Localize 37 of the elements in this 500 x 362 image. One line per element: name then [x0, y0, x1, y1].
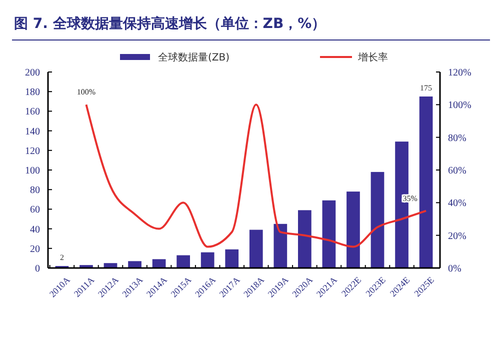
bar [370, 172, 384, 268]
y-tick-label: 0 [35, 264, 40, 274]
data-label: 2 [60, 253, 64, 262]
y2-tick-label: 100% [448, 100, 472, 112]
y2-tick-label: 60% [448, 166, 466, 176]
y-tick-label: 200 [25, 68, 40, 78]
y-tick-label: 60 [30, 204, 40, 216]
y-tick-label: 160 [25, 106, 40, 118]
y-tick-label: 80 [30, 185, 40, 196]
bar [225, 249, 239, 268]
y-tick-label: 40 [30, 224, 40, 236]
y-tick-label: 20 [30, 244, 40, 255]
bar [176, 255, 190, 268]
y-tick-label: 120 [25, 146, 40, 157]
bar [322, 200, 336, 268]
bar [249, 230, 263, 268]
line-series [85, 104, 428, 248]
y2-tick-label: 120% [448, 68, 472, 78]
bar [298, 210, 312, 268]
y2-tick-label: 0% [448, 264, 462, 274]
legend-label: 增长率 [357, 52, 388, 64]
y2-tick-label: 80% [448, 132, 466, 144]
bar [274, 224, 288, 268]
legend-label: 全球数据量(ZB) [158, 52, 230, 64]
bar [152, 259, 166, 268]
bar [419, 96, 433, 268]
y2-tick-label: 40% [448, 198, 466, 210]
bar [346, 192, 360, 268]
y2-tick-label: 20% [448, 230, 466, 242]
y-tick-label: 100 [25, 166, 40, 176]
bar [128, 261, 142, 268]
data-label: 175 [420, 84, 432, 92]
chart-title: 图 7. 全球数据量保持高速增长（单位：ZB，%） [14, 15, 326, 32]
y-tick-label: 140 [25, 126, 40, 138]
bar [200, 252, 214, 268]
data-label: 100% [76, 88, 96, 97]
y-tick-label: 180 [25, 87, 40, 98]
